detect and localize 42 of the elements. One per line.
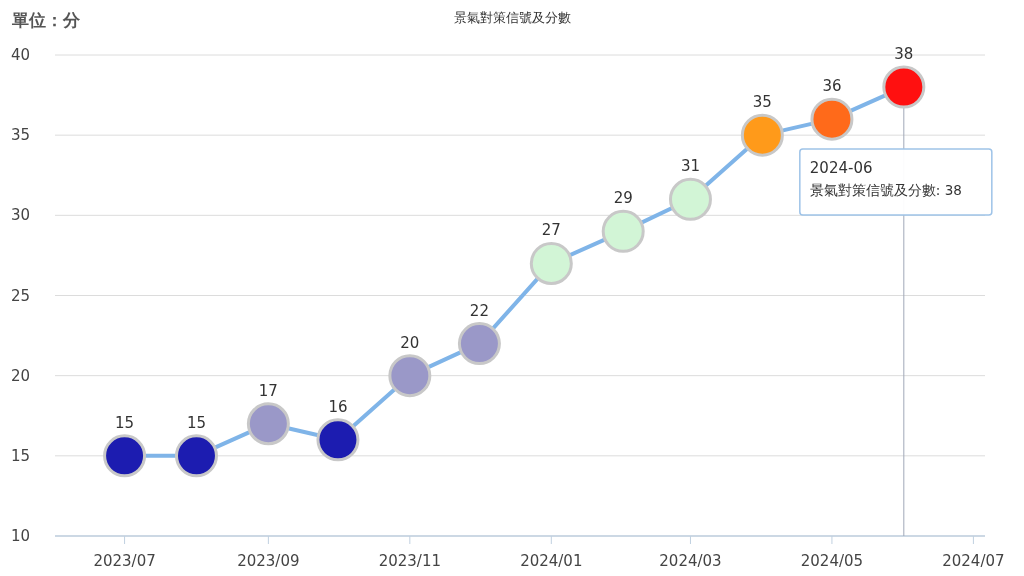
y-axis-title: 單位：分	[11, 10, 81, 30]
x-tick-label: 2023/11	[378, 552, 441, 570]
x-tick-label: 2023/07	[93, 552, 156, 570]
data-label: 20	[400, 333, 420, 352]
point	[810, 97, 854, 141]
y-tick-label: 15	[10, 446, 30, 465]
data-label: 16	[328, 397, 348, 416]
point	[388, 354, 432, 398]
data-label: 38	[894, 45, 914, 64]
point	[246, 402, 290, 446]
point	[668, 177, 712, 221]
y-tick-label: 30	[10, 206, 30, 225]
y-tick-label: 25	[10, 286, 30, 305]
point	[457, 322, 501, 366]
point	[529, 241, 573, 285]
point	[174, 434, 218, 478]
x-tick-label: 2024/05	[800, 552, 864, 570]
data-label: 35	[752, 93, 772, 112]
chart-title: 景氣對策信號及分數	[453, 10, 571, 25]
point	[601, 209, 645, 253]
data-label: 27	[541, 221, 561, 240]
point	[316, 418, 360, 462]
data-label: 15	[115, 413, 135, 432]
y-tick-label: 40	[10, 46, 30, 64]
y-tick-label: 35	[10, 126, 30, 145]
data-label: 29	[613, 189, 633, 208]
x-tick-label: 2023/09	[237, 552, 300, 570]
data-label: 17	[258, 381, 278, 400]
annotation: 2024-06	[809, 159, 873, 178]
x-tick-label: 2024/07	[942, 552, 1005, 570]
data-label: 31	[680, 157, 701, 176]
data-label: 15	[186, 413, 207, 432]
x-tick-label: 2024/03	[659, 552, 722, 570]
point	[882, 65, 926, 109]
y-tick-label: 20	[10, 366, 30, 385]
x-tick-label: 2024/01	[520, 552, 583, 570]
annotation: 景氣對策信號及分數: 38	[809, 182, 962, 199]
data-label: 36	[822, 77, 842, 96]
y-tick-label: 10	[10, 527, 30, 545]
data-label: 22	[469, 301, 489, 320]
point	[740, 113, 784, 157]
point	[103, 434, 147, 478]
